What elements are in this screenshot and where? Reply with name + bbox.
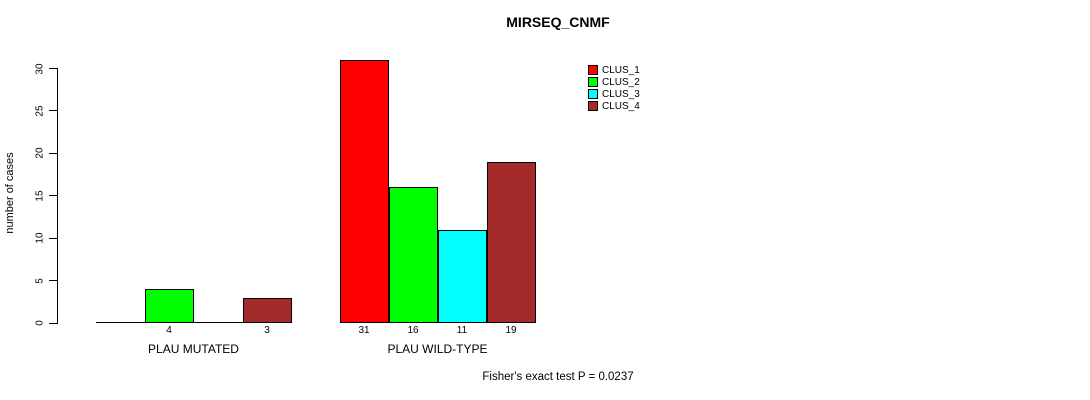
legend-color-swatch [588,77,598,87]
y-axis-tick [49,110,58,112]
y-axis-tick-label: 20 [34,147,46,159]
legend-item: CLUS_1 [588,64,640,76]
group-label: PLAU MUTATED [148,342,239,356]
legend-item: CLUS_2 [588,76,640,88]
y-axis-line [57,68,58,324]
y-axis-title: number of cases [4,152,16,234]
x-baseline [95,322,292,323]
y-axis-tick-label: 0 [34,320,46,326]
bar-value-label: 19 [505,325,517,336]
bar-clus-3 [437,229,487,323]
legend-label: CLUS_3 [602,88,640,100]
bar-clus-4 [242,297,292,323]
legend-color-swatch [588,89,598,99]
legend: CLUS_1 CLUS_2 CLUS_3 CLUS_4 [588,64,640,112]
legend-color-swatch [588,101,598,111]
y-axis-tick [49,195,58,197]
y-axis-tick [49,280,58,282]
stat-annotation: Fisher's exact test P = 0.0237 [482,371,634,383]
bar-value-label: 4 [166,325,172,336]
chart-title: MIRSEQ_CNMF [506,14,610,30]
bar-clus-4 [486,161,536,323]
bar-clus-2 [144,289,194,323]
y-axis-tick-label: 15 [34,190,46,202]
y-axis-tick [49,152,58,154]
bar-value-label: 3 [264,325,270,336]
y-axis-tick-label: 10 [34,232,46,244]
bar-value-label: 16 [407,325,419,336]
y-axis-tick [49,322,58,324]
legend-item: CLUS_3 [588,88,640,100]
bar-clus-2 [388,187,438,323]
bar-value-label: 31 [358,325,370,336]
legend-color-swatch [588,65,598,75]
legend-label: CLUS_2 [602,76,640,88]
y-axis-tick-label: 5 [34,277,46,284]
y-axis-tick [49,237,58,239]
y-axis-tick [49,68,58,69]
y-axis-tick-label: 25 [34,105,46,117]
legend-item: CLUS_4 [588,100,640,112]
legend-label: CLUS_1 [602,64,640,76]
bar-value-label: 11 [456,325,468,336]
group-label: PLAU WILD-TYPE [387,342,488,356]
bar-clus-1 [339,60,389,323]
y-axis-tick-label: 30 [34,62,46,75]
legend-label: CLUS_4 [602,100,640,112]
